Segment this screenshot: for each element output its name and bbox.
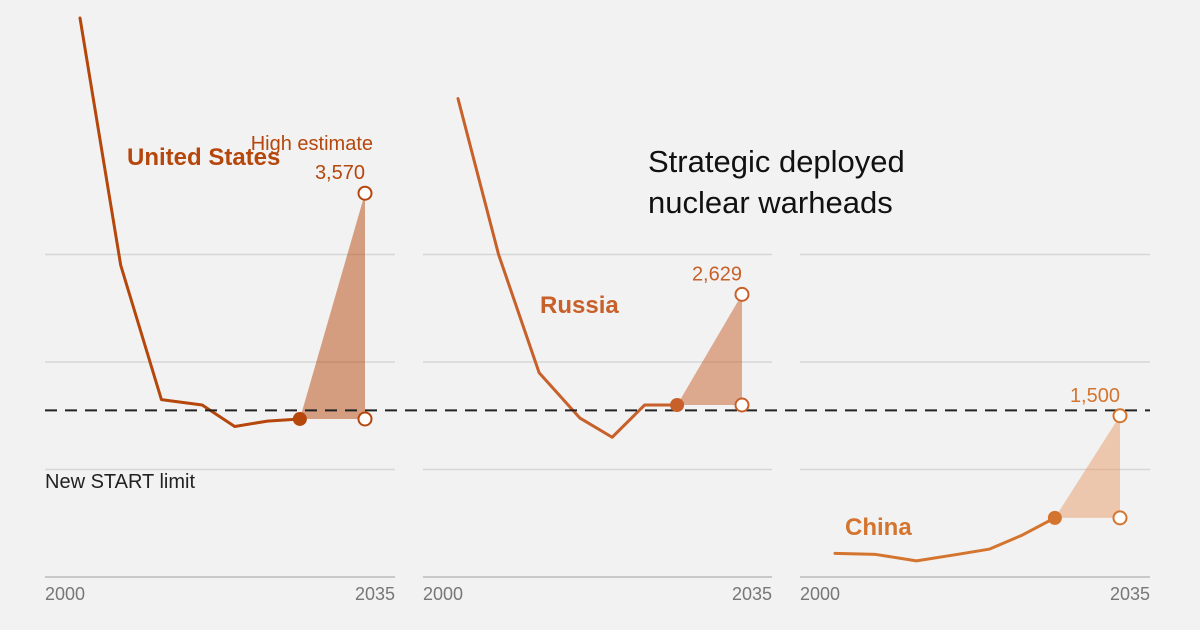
current-point-china <box>1047 510 1062 525</box>
chart-title-line-1: Strategic deployed <box>648 144 905 179</box>
current-point-united-states <box>292 411 307 426</box>
series-lines <box>78 16 1057 563</box>
high-estimate-point-united-states <box>357 185 373 201</box>
series-line-united-states <box>78 16 302 428</box>
high-value-label-china: 1,500 <box>1070 385 1120 407</box>
grid-lines <box>45 253 1150 471</box>
x-tick-end-china: 2035 <box>1110 584 1150 604</box>
chart-title-line-2: nuclear warheads <box>648 185 893 220</box>
high-estimate-point-china <box>1112 408 1128 424</box>
new-start-limit-label: New START limit <box>45 471 195 493</box>
series-line-russia <box>456 97 679 439</box>
projection-areas <box>299 193 1120 518</box>
high-estimate-label-united-states: High estimate <box>251 133 373 155</box>
x-tick-end-united-states: 2035 <box>355 584 395 604</box>
high-estimate-point-russia <box>734 286 750 302</box>
high-value-label-russia: 2,629 <box>692 263 742 285</box>
x-tick-start-china: 2000 <box>800 584 840 604</box>
low-estimate-point-china <box>1112 510 1128 526</box>
projection-area-united-states <box>299 193 365 419</box>
x-tick-start-united-states: 2000 <box>45 584 85 604</box>
x-tick-end-russia: 2035 <box>732 584 772 604</box>
labels: 3,570 High estimate 2,629 1,500 United State… <box>127 133 1120 541</box>
high-value-label-united-states: 3,570 <box>315 162 365 184</box>
country-label-united-states: United States <box>127 144 280 171</box>
markers <box>292 185 1128 526</box>
country-label-china: China <box>845 514 912 541</box>
low-estimate-point-united-states <box>357 411 373 427</box>
series-line-china <box>833 516 1057 563</box>
x-tick-start-russia: 2000 <box>423 584 463 604</box>
projection-area-russia <box>677 294 742 405</box>
low-estimate-point-russia <box>734 397 750 413</box>
projection-area-china <box>1054 415 1120 518</box>
country-label-russia: Russia <box>540 292 619 319</box>
current-point-russia <box>670 398 685 412</box>
x-axes: 2000 2035 2000 2035 2000 2035 <box>45 576 1150 604</box>
